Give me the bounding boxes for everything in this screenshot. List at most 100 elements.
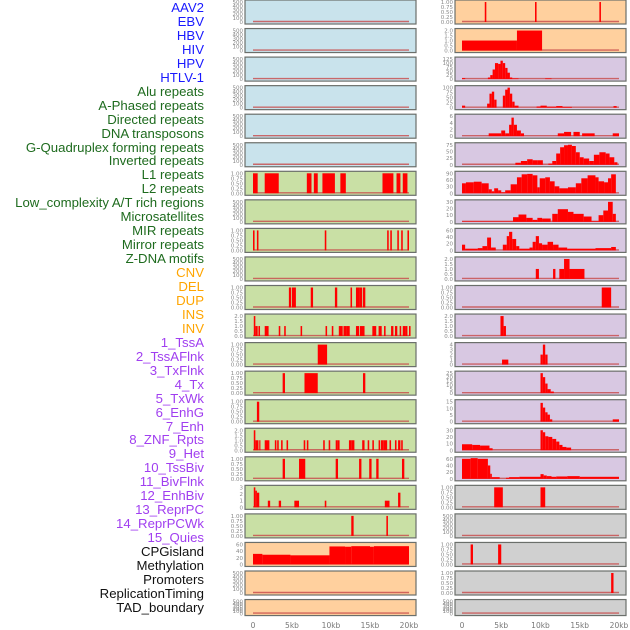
y-tick-label: 300 — [233, 94, 244, 100]
data-bar — [532, 175, 538, 194]
track-panel: 0.000.250.500.751.00 — [231, 342, 417, 369]
y-tick-label: 0.75 — [231, 291, 244, 297]
track-label: 7_Enh — [165, 418, 204, 434]
data-bar — [331, 326, 334, 337]
data-bar — [599, 2, 601, 22]
data-bar — [509, 477, 520, 479]
y-tick-label: 5 — [450, 413, 454, 419]
data-bar — [604, 182, 609, 194]
data-bar — [540, 105, 547, 108]
data-bar — [498, 190, 502, 194]
y-tick-label: 50 — [446, 96, 453, 102]
data-bar — [514, 105, 519, 108]
data-bar — [487, 237, 492, 251]
data-bar — [611, 573, 614, 593]
y-tick-label: 0.25 — [231, 472, 244, 478]
y-tick-label: 0.75 — [231, 462, 244, 468]
y-tick-label: 15 — [446, 400, 453, 406]
y-tick-label: 0.50 — [231, 238, 244, 244]
data-bar — [573, 213, 584, 222]
data-bar — [384, 500, 390, 508]
panel-background — [244, 370, 417, 396]
track-label: HTLV-1 — [160, 69, 204, 85]
x-tick-label: 10kb — [322, 621, 341, 630]
track-label: Low_complexity A/T rich regions — [15, 195, 204, 211]
data-bar — [502, 359, 509, 365]
y-tick-label: 100 — [233, 16, 244, 22]
data-bar — [515, 162, 521, 165]
y-tick-label: 400 — [233, 90, 244, 96]
data-bar — [567, 211, 574, 222]
y-tick-label: 400 — [233, 61, 244, 67]
panel-background — [454, 284, 627, 311]
data-bar — [558, 247, 568, 251]
data-bar — [359, 326, 365, 337]
data-bar — [255, 490, 257, 508]
data-bar — [324, 500, 327, 508]
data-bar — [387, 230, 389, 251]
data-bar — [502, 63, 506, 80]
y-tick-label: 0.00 — [231, 306, 244, 312]
y-tick-label: 0 — [450, 134, 454, 140]
data-bar — [557, 209, 568, 222]
track-label: Z-DNA motifs — [125, 251, 204, 267]
data-bar — [540, 474, 544, 479]
y-tick-label: 0.75 — [231, 176, 244, 182]
data-bar — [398, 440, 401, 451]
data-bar — [282, 458, 285, 479]
data-bar — [535, 268, 539, 279]
panel-background — [454, 541, 627, 568]
data-bar — [355, 287, 360, 308]
data-bar — [598, 181, 605, 194]
y-tick-label: 0.50 — [441, 10, 454, 16]
y-tick-label: 0 — [450, 391, 454, 397]
y-tick-label: 0.00 — [231, 477, 244, 483]
data-bar — [372, 440, 374, 451]
data-bar — [542, 377, 546, 394]
data-bar — [282, 373, 285, 394]
data-bar — [559, 268, 565, 279]
y-tick-label: 0.00 — [231, 191, 244, 197]
data-bar — [545, 177, 550, 194]
y-tick-label: 0.50 — [441, 581, 454, 587]
track-panel: 0.00.51.01.52.0 — [444, 313, 627, 340]
y-tick-label: 1 — [450, 358, 454, 364]
y-tick-label: 500 — [443, 514, 454, 520]
data-bar — [603, 210, 609, 222]
panel-background — [454, 0, 627, 25]
data-bar — [351, 440, 355, 451]
data-bar — [299, 458, 306, 479]
data-bar — [519, 248, 530, 251]
panel-column-right: 0.000.250.500.751.000.00.51.01.52.002550… — [441, 0, 629, 630]
data-bar — [498, 544, 502, 565]
track-panel: 0.000.250.500.751.00 — [231, 456, 417, 483]
y-tick-label: 4 — [450, 121, 454, 127]
y-tick-label: 300 — [233, 8, 244, 14]
data-bar — [612, 419, 619, 422]
data-bar — [482, 246, 488, 251]
data-bar — [487, 103, 490, 108]
x-tick-label: 10kb — [531, 621, 550, 630]
y-tick-label: 0.75 — [231, 348, 244, 354]
y-tick-label: 300 — [233, 604, 244, 610]
y-tick-label: 0.75 — [441, 547, 454, 553]
data-bar — [545, 78, 552, 80]
track-label: CPGisland — [140, 544, 204, 560]
data-bar — [527, 173, 533, 194]
data-bar — [253, 487, 256, 508]
data-bar — [552, 213, 558, 222]
data-bar — [540, 373, 543, 394]
data-bar — [532, 160, 538, 165]
panel-background — [244, 56, 417, 82]
data-bar — [390, 230, 392, 251]
data-bar — [542, 432, 546, 451]
data-bar — [591, 221, 599, 222]
data-bar — [491, 91, 495, 108]
data-bar — [595, 248, 612, 251]
data-bar — [477, 458, 488, 479]
y-tick-label: 0 — [240, 277, 244, 283]
